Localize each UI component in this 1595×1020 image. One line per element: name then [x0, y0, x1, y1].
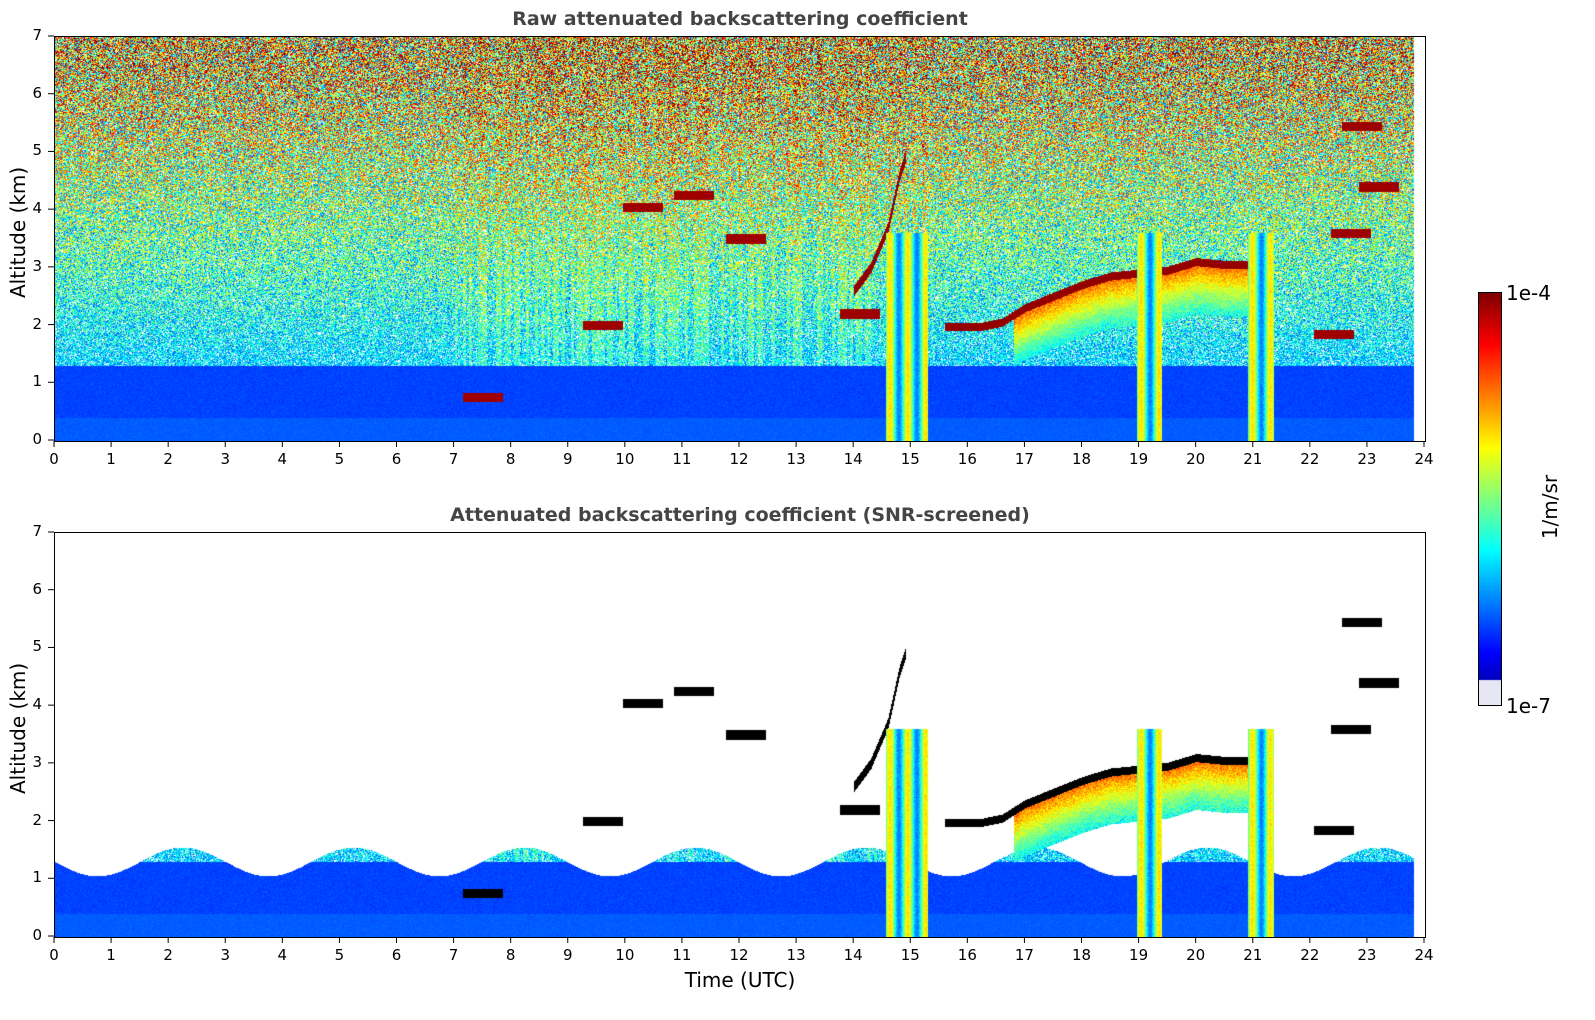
x-tick-label: 20: [1186, 450, 1206, 468]
x-tick-label: 7: [448, 946, 459, 964]
y-tick-label: 4: [32, 199, 42, 218]
heatmap-raw: [55, 37, 1425, 441]
x-tick-label: 2: [163, 450, 173, 468]
x-tick-label: 24: [1414, 450, 1434, 468]
x-tick-label: 5: [334, 946, 345, 964]
colorbar-max-label: 1e-4: [1506, 281, 1551, 305]
x-tick-label: 4: [277, 450, 288, 468]
x-tick-label: 3: [220, 450, 231, 468]
x-tick-label: 24: [1414, 946, 1434, 964]
x-tick-label: 21: [1243, 450, 1263, 468]
x-tick-label: 11: [672, 450, 692, 468]
x-tick-label: 8: [505, 450, 516, 468]
x-tick-label: 5: [334, 450, 345, 468]
plot-area-screened: [54, 532, 1426, 938]
x-tick-label: 14: [843, 946, 863, 964]
y-tick-label: 5: [32, 141, 42, 160]
x-tick-label: 19: [1129, 450, 1149, 468]
y-tick-label: 6: [32, 83, 42, 102]
y-tick-label: 7: [32, 26, 42, 44]
chart-title-raw: Raw attenuated backscattering coefficien…: [512, 8, 968, 30]
x-tick-label: 23: [1357, 450, 1377, 468]
y-tick-label: 5: [32, 637, 42, 656]
y-tick-label: 0: [32, 926, 42, 944]
x-tick-label: 22: [1300, 450, 1320, 468]
colorbar-min-label: 1e-7: [1506, 694, 1551, 718]
x-tick-label: 0: [49, 946, 59, 964]
x-tick-label: 6: [391, 946, 402, 964]
x-tick-label: 13: [786, 450, 806, 468]
y-tick-label: 4: [32, 695, 42, 714]
x-tick-label: 16: [957, 946, 977, 964]
x-tick-label: 17: [1014, 450, 1034, 468]
x-tick-label: 22: [1300, 946, 1320, 964]
plot-area-raw: [54, 36, 1426, 442]
x-tick-label: 18: [1071, 450, 1092, 468]
x-tick-label: 20: [1186, 946, 1206, 964]
x-tick-label: 14: [843, 450, 863, 468]
x-tick-label: 12: [729, 946, 749, 964]
x-tick-label: 6: [391, 450, 402, 468]
y-tick-label: 7: [32, 522, 42, 540]
x-tick-label: 17: [1014, 946, 1034, 964]
x-tick-label: 8: [505, 946, 516, 964]
x-tick-label: 15: [900, 450, 920, 468]
x-tick-label: 9: [562, 450, 573, 468]
colorbar: [1478, 292, 1502, 706]
x-tick-label: 19: [1129, 946, 1149, 964]
x-tick-label: 2: [163, 946, 173, 964]
x-tick-label: 1: [106, 450, 116, 468]
x-tick-label: 9: [562, 946, 573, 964]
chart-title-screened: Attenuated backscattering coefficient (S…: [450, 504, 1030, 526]
x-tick-label: 3: [220, 946, 231, 964]
x-tick-label: 15: [900, 946, 920, 964]
x-tick-label: 23: [1357, 946, 1377, 964]
x-tick-label: 0: [49, 450, 59, 468]
x-tick-label: 4: [277, 946, 288, 964]
y-tick-label: 3: [32, 256, 42, 275]
x-tick-label: 10: [615, 450, 635, 468]
y-tick-label: 2: [32, 314, 42, 333]
x-tick-label: 21: [1243, 946, 1263, 964]
x-tick-label: 13: [786, 946, 806, 964]
x-tick-label: 1: [106, 946, 116, 964]
y-tick-label: 1: [32, 372, 42, 391]
y-tick-label: 0: [32, 430, 42, 448]
x-axis-label: Time (UTC): [684, 968, 796, 992]
y-tick-label: 2: [32, 810, 42, 829]
x-tick-label: 18: [1071, 946, 1092, 964]
y-tick-label: 3: [32, 752, 42, 771]
heatmap-screened: [55, 533, 1425, 937]
x-tick-label: 11: [672, 946, 692, 964]
y-tick-label: 1: [32, 868, 42, 887]
colorbar-gradient: [1479, 293, 1501, 705]
colorbar-units-label: 1/m/sr: [1538, 474, 1562, 540]
y-tick-label: 6: [32, 579, 42, 598]
x-tick-label: 7: [448, 450, 459, 468]
x-tick-label: 12: [729, 450, 749, 468]
x-tick-label: 10: [615, 946, 635, 964]
x-tick-label: 16: [957, 450, 977, 468]
